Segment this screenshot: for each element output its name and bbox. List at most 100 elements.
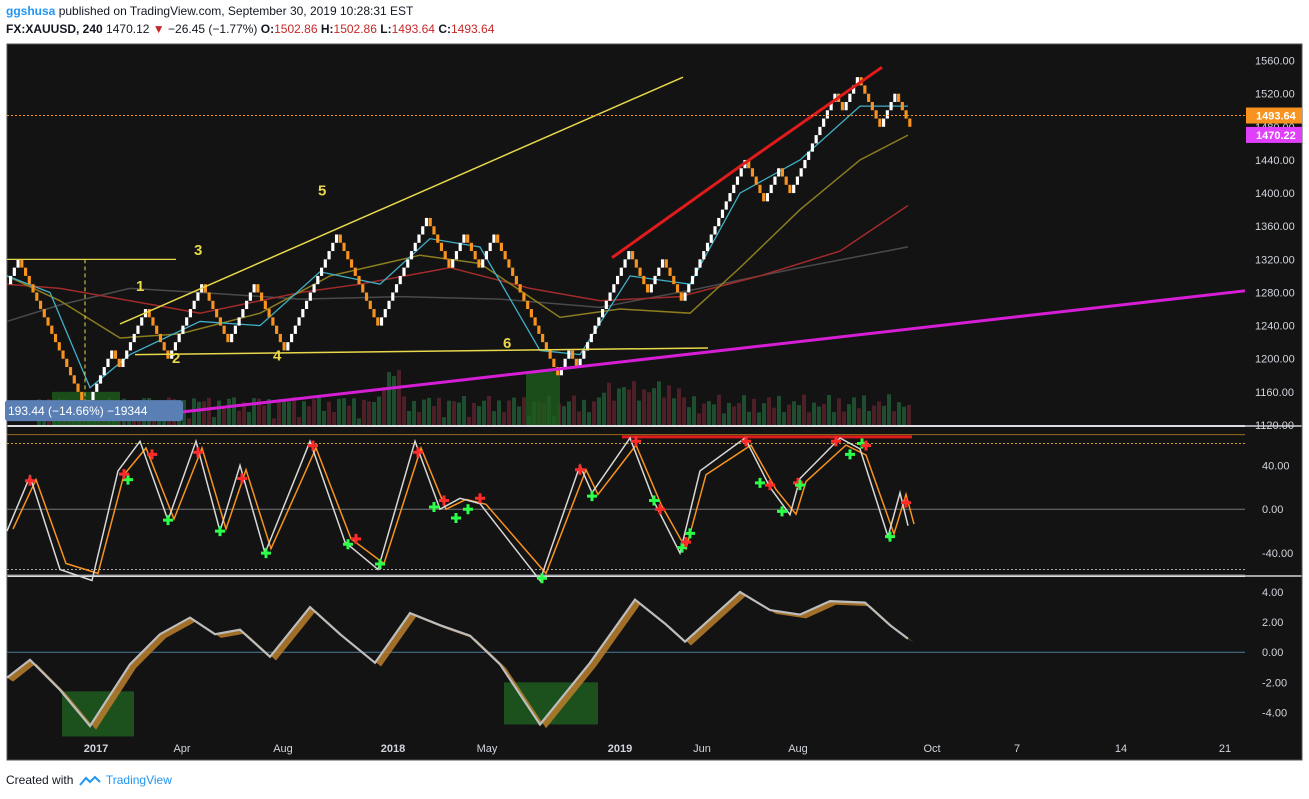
volume-bar [427, 397, 431, 425]
renko-brick [368, 300, 372, 310]
renko-brick [777, 168, 781, 177]
renko-brick [267, 309, 271, 318]
renko-brick [207, 292, 211, 301]
sell-cross-icon [765, 480, 775, 491]
volume-bar [847, 404, 851, 425]
price-tick-label: 1120.00 [1255, 420, 1294, 432]
volume-bar [292, 397, 296, 425]
renko-brick [803, 159, 807, 169]
renko-brick [35, 292, 39, 301]
renko-brick [702, 251, 706, 260]
momentum-tick-label: -2.00 [1262, 677, 1287, 689]
renko-brick [818, 126, 822, 136]
sell-cross-icon [901, 497, 911, 508]
renko-brick [780, 168, 785, 177]
volume-bar [492, 411, 496, 425]
chart-canvas[interactable]: 1560.001520.001480.001440.001400.001360.… [0, 41, 1309, 769]
volume-bar [487, 395, 491, 425]
wave-label: 2 [172, 350, 180, 367]
buy-cross-icon [463, 504, 473, 515]
renko-brick [867, 93, 871, 102]
volume-bar [647, 392, 651, 425]
volume-bar [277, 399, 281, 425]
renko-brick [739, 168, 743, 177]
volume-bar [507, 400, 511, 425]
renko-brick [308, 292, 312, 301]
volume-bar [662, 397, 666, 425]
volume-bar [247, 411, 251, 425]
renko-brick [724, 201, 728, 210]
volume-bar [882, 405, 886, 425]
renko-brick [878, 118, 882, 127]
renko-brick [282, 342, 286, 351]
renko-brick [653, 275, 657, 285]
renko-brick [245, 300, 249, 310]
volume-bar [667, 385, 671, 425]
renko-brick [526, 300, 530, 310]
renko-brick [331, 242, 335, 252]
volume-bar [622, 387, 626, 425]
volume-bar [217, 400, 221, 425]
renko-brick [226, 333, 230, 343]
buy-cross-icon [685, 528, 695, 539]
renko-brick [50, 325, 54, 334]
volume-bar [407, 410, 411, 425]
renko-brick [488, 242, 492, 252]
volume-bar [712, 404, 716, 425]
volume-bar [512, 397, 516, 425]
renko-brick [889, 101, 893, 111]
renko-brick [713, 226, 717, 235]
volume-bar [782, 412, 786, 425]
change-text: −26.45 (−1.77%) [168, 22, 258, 36]
renko-brick [346, 251, 350, 260]
volume-bar [522, 397, 526, 425]
renko-brick [27, 275, 31, 285]
renko-brick [301, 309, 305, 318]
renko-brick [421, 226, 425, 235]
renko-brick [132, 333, 136, 343]
renko-brick [507, 259, 511, 268]
renko-brick [544, 342, 548, 351]
renko-brick [241, 309, 245, 318]
volume-bar [467, 416, 471, 425]
renko-brick [694, 267, 698, 276]
renko-brick [342, 242, 346, 252]
buy-cross-icon [163, 515, 173, 526]
renko-brick [829, 101, 833, 111]
volume-bar [732, 406, 736, 425]
renko-brick [376, 317, 380, 326]
renko-brick [732, 184, 736, 194]
symbol-label[interactable]: FX:XAUUSD, 240 [6, 22, 103, 36]
stochastic-k-line [6, 436, 909, 583]
renko-brick [436, 234, 440, 243]
renko-brick [630, 251, 635, 260]
author-link[interactable]: ggshusa [6, 4, 56, 18]
volume-bar [787, 404, 791, 425]
volume-bar [752, 398, 756, 425]
renko-brick [904, 110, 908, 119]
volume-bar [452, 401, 456, 425]
renko-brick [795, 176, 799, 185]
sell-cross-icon [655, 504, 665, 515]
renko-brick [589, 333, 593, 343]
volume-bar [767, 397, 771, 425]
tradingview-link[interactable]: TradingView [105, 773, 172, 787]
renko-brick [237, 317, 241, 326]
volume-bar [402, 396, 406, 425]
sell-cross-icon [475, 493, 485, 504]
volume-bar [737, 403, 741, 425]
sell-cross-icon [147, 449, 157, 460]
renko-brick [432, 226, 436, 235]
renko-brick [57, 342, 61, 351]
renko-brick [379, 317, 384, 326]
renko-brick [582, 350, 586, 359]
renko-brick [679, 292, 683, 301]
renko-brick [155, 325, 159, 334]
renko-brick [252, 284, 256, 293]
renko-brick [735, 176, 740, 185]
renko-brick [657, 267, 661, 276]
signal-crosses [25, 436, 911, 584]
volume-bar [687, 407, 691, 425]
sell-cross-icon [237, 473, 247, 484]
renko-brick [162, 342, 166, 351]
